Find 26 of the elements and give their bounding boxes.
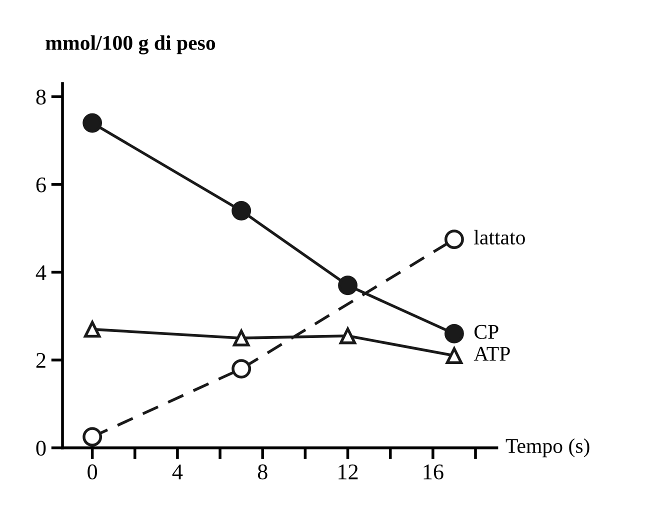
x-tick-label: 16 [424,464,444,480]
x-axis-title: Tempo (s) [506,438,590,458]
y-tick-label: 8 [36,90,46,105]
x-tick-label: 8 [258,464,268,480]
point [232,330,250,346]
point [82,113,102,133]
point [339,328,356,344]
y-tick-label: 6 [36,177,46,192]
point [444,324,464,344]
point [82,427,102,447]
y-tick-label: 0 [36,440,46,456]
series-label: lattato [474,230,525,245]
point [232,201,252,221]
point [84,320,101,338]
x-tick-label: 4 [172,464,183,480]
point [444,230,464,250]
point [446,347,463,364]
y-tick-label: 2 [36,353,46,368]
series-label: CP [474,324,498,339]
y-tick-label: 4 [36,265,46,280]
y-axis-title: mmol/100 g di peso [46,35,216,54]
point [338,276,358,296]
x-tick-label: 0 [88,464,98,480]
x-tick-label: 12 [338,464,358,480]
point [232,359,252,379]
series-label: ATP [474,346,510,361]
